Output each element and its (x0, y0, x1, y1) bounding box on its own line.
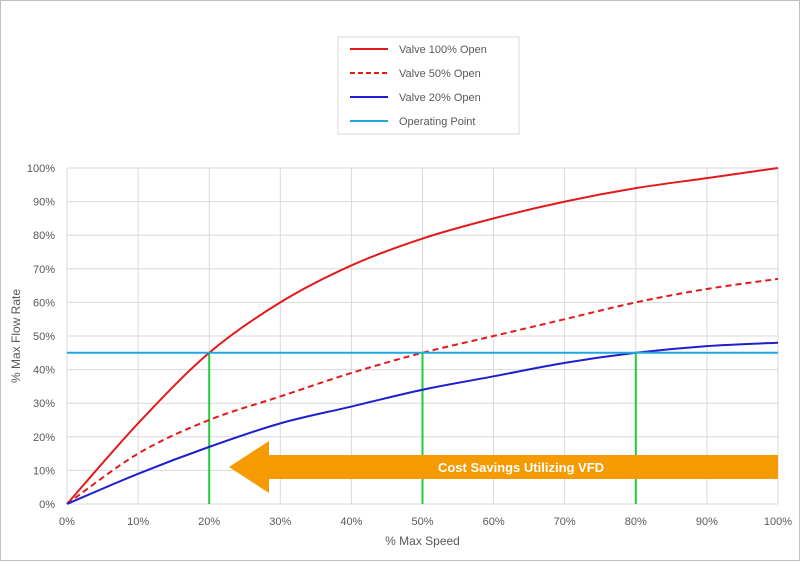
intersection-markers (208, 352, 637, 504)
tick-labels: 0% 10% 20% 30% 40% 50% 60% 70% 80% 90% 100% 0% 10% 20… (27, 163, 792, 528)
legend: Valve 100% Open Valve 50% Open Valve 20% O… (337, 36, 520, 135)
x-tick-label: 60% (483, 516, 505, 528)
x-tick-label: 70% (554, 516, 576, 528)
y-tick-label: 80% (33, 230, 55, 242)
x-tick-label: 90% (696, 516, 718, 528)
x-tick-label: 40% (340, 516, 362, 528)
cost-savings-annotation: Cost Savings Utilizing VFD (229, 441, 778, 493)
legend-label-operating-point: Operating Point (399, 116, 475, 128)
y-tick-label: 70% (33, 264, 55, 276)
legend-label-valve-100-open: Valve 100% Open (399, 44, 487, 56)
x-tick-label: 0% (59, 516, 75, 528)
y-tick-label: 10% (33, 465, 55, 477)
x-tick-label: 10% (127, 516, 149, 528)
cost-savings-arrow (229, 441, 778, 493)
y-tick-label: 40% (33, 365, 55, 377)
y-tick-label: 0% (39, 499, 55, 511)
legend-box (337, 36, 520, 135)
series-line-valve-20-open (66, 341, 779, 505)
series-line-valve-100-open (66, 167, 779, 505)
y-tick-label: 20% (33, 432, 55, 444)
series-lines (66, 167, 779, 505)
y-tick-label: 100% (27, 163, 55, 175)
cost-savings-label: Cost Savings Utilizing VFD (438, 460, 604, 475)
y-tick-label: 60% (33, 297, 55, 309)
y-tick-label: 50% (33, 331, 55, 343)
x-tick-label: 30% (269, 516, 291, 528)
x-tick-label: 100% (764, 516, 792, 528)
legend-label-valve-20-open: Valve 20% Open (399, 92, 481, 104)
y-tick-label: 90% (33, 197, 55, 209)
x-tick-label: 20% (198, 516, 220, 528)
series-line-valve-50-open (66, 277, 779, 505)
x-tick-label: 50% (411, 516, 433, 528)
y-axis-title: % Max Flow Rate (9, 289, 23, 383)
x-tick-label: 80% (625, 516, 647, 528)
x-axis-title: % Max Speed (385, 534, 460, 548)
legend-label-valve-50-open: Valve 50% Open (399, 68, 481, 80)
y-tick-label: 30% (33, 398, 55, 410)
